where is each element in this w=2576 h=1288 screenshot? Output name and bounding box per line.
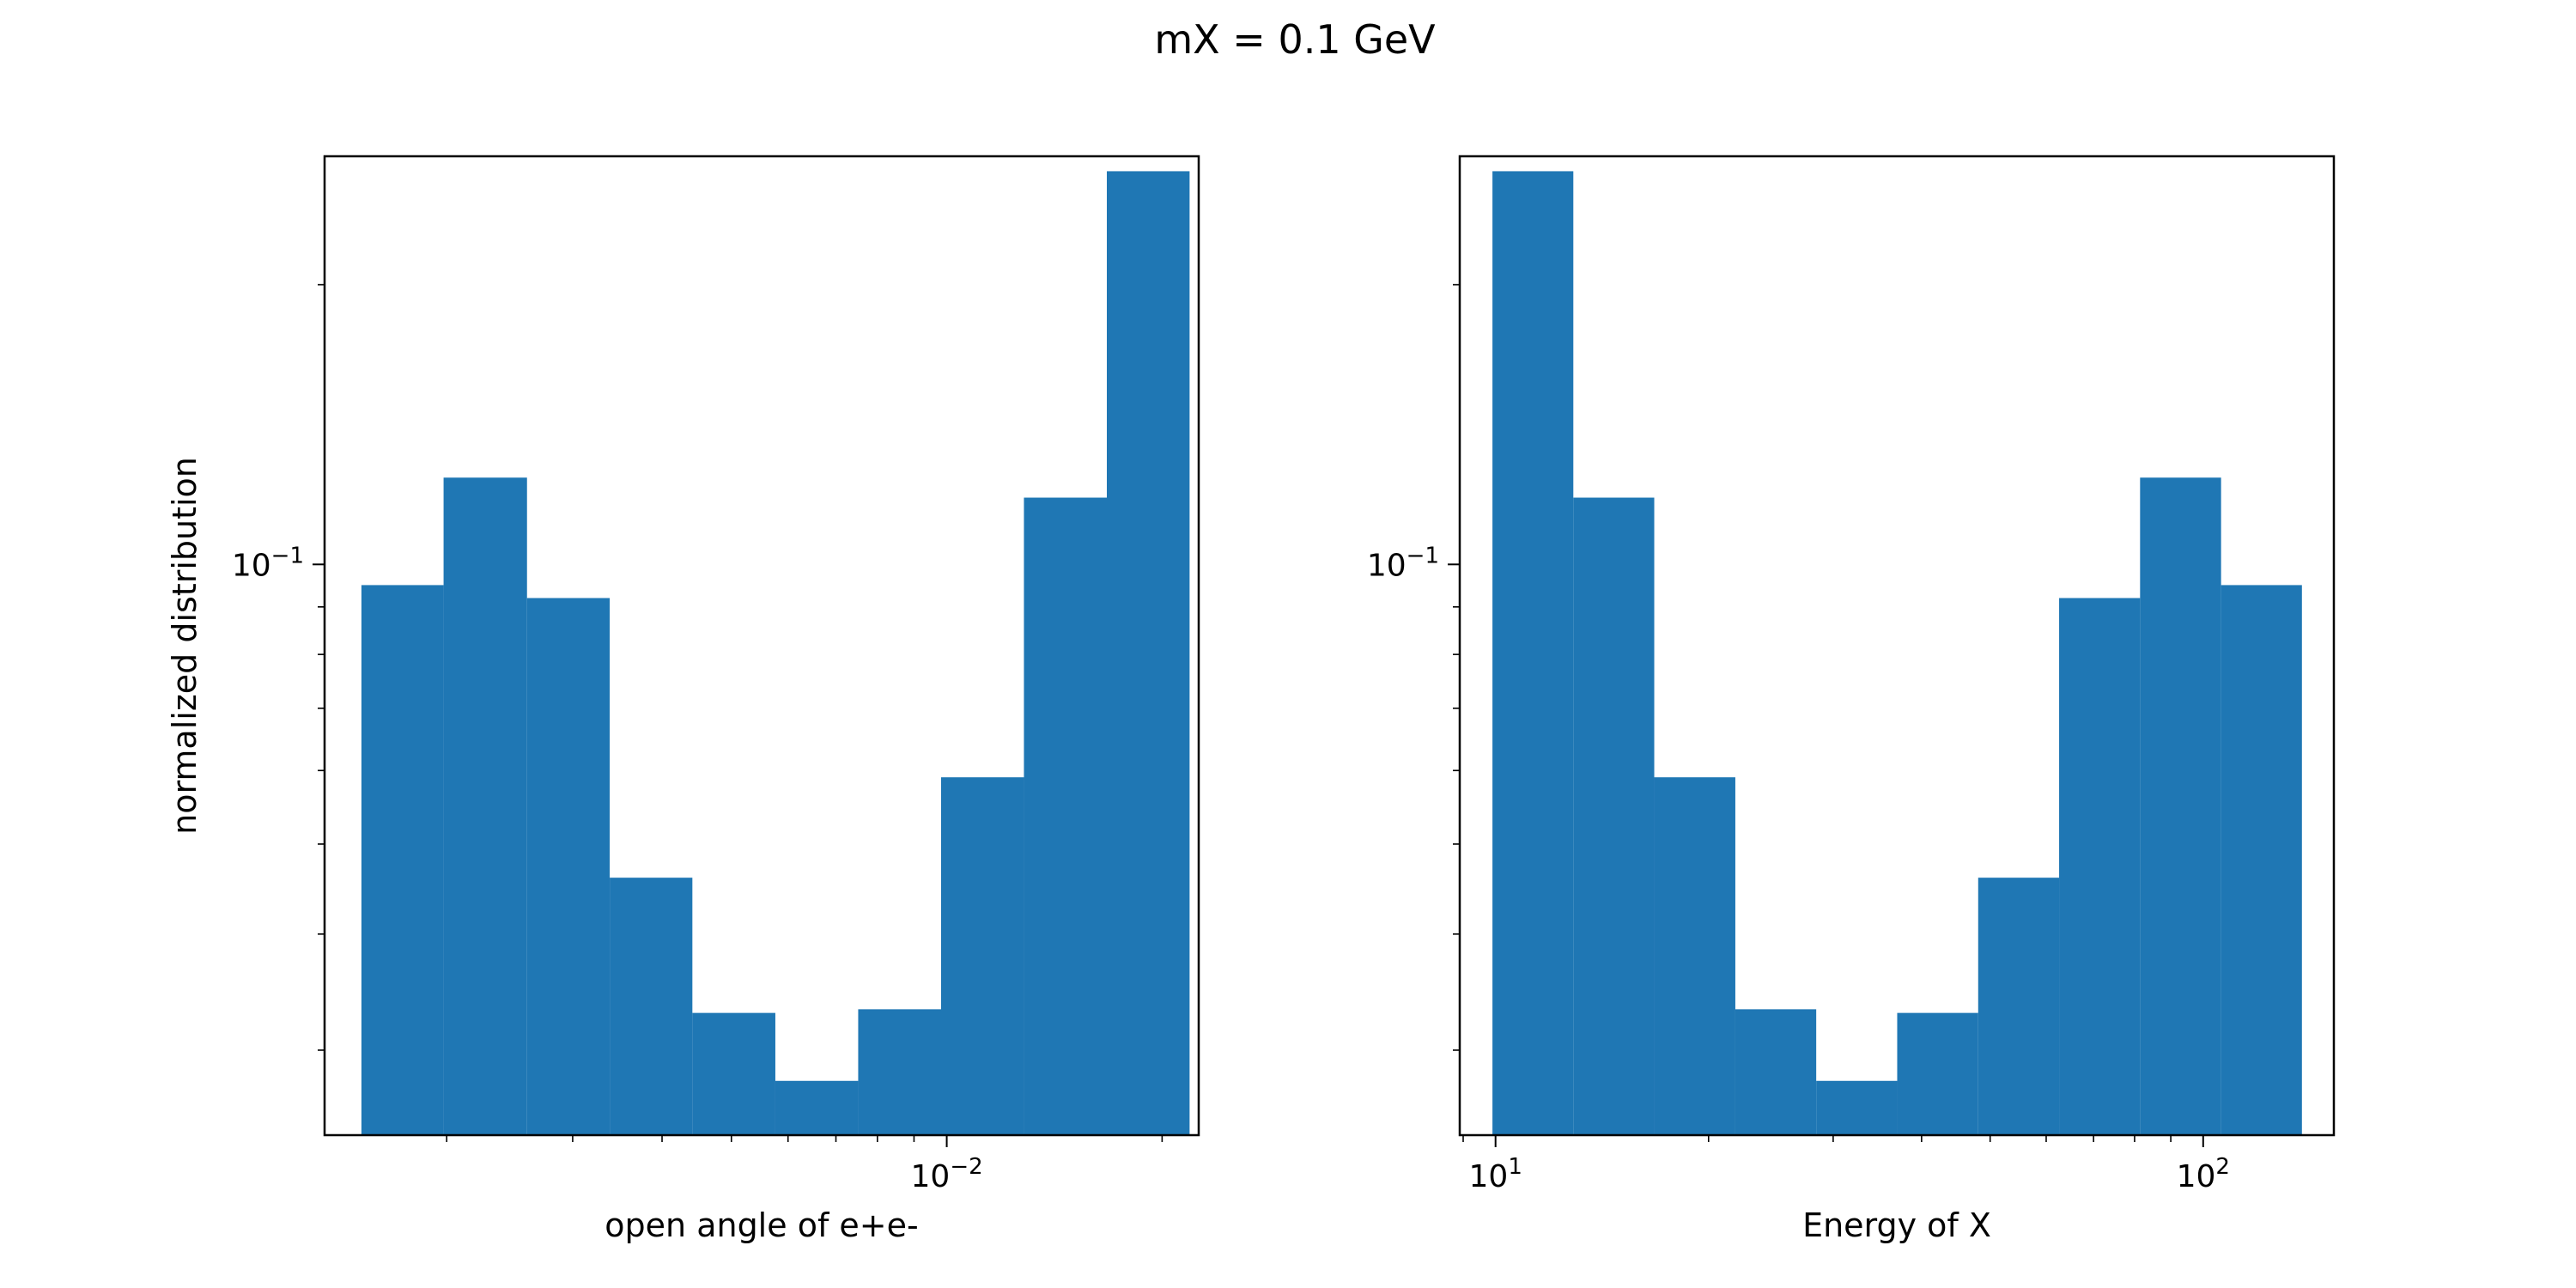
left-histogram-bar-4 xyxy=(610,878,693,1135)
left-y-tick-labels: 10−1 xyxy=(232,543,304,583)
right-histogram-bar-2 xyxy=(1573,497,1655,1135)
left-histogram-bar-8 xyxy=(941,777,1024,1135)
left-y-axis-label: normalized distribution xyxy=(166,457,204,835)
left-subplot: 10−2 10−1 open angle of e+e- normalized … xyxy=(166,155,1200,1244)
left-axes-frame xyxy=(323,155,1200,1137)
left-bars xyxy=(361,171,1190,1135)
left-major-ticks xyxy=(313,563,948,1147)
left-histogram-bar-6 xyxy=(775,1080,859,1135)
right-histogram-bar-5 xyxy=(1816,1080,1898,1135)
figure-title: mX = 0.1 GeV xyxy=(1154,16,1436,63)
right-subplot: 101 102 10−1 Energy of X xyxy=(1367,155,2336,1244)
left-x-tick-labels: 10−2 xyxy=(911,1154,983,1194)
right-histogram-bar-8 xyxy=(2059,598,2141,1135)
right-x-axis-label: Energy of X xyxy=(1802,1206,1991,1244)
left-histogram-bar-2 xyxy=(443,477,527,1135)
left-histogram-bar-3 xyxy=(526,598,611,1135)
left-y-tick-label-1: 10−1 xyxy=(232,543,304,583)
right-histogram-bar-3 xyxy=(1654,777,1735,1135)
right-axes-frame xyxy=(1458,155,2336,1137)
left-x-tick-label-1: 10−2 xyxy=(911,1154,983,1194)
right-x-tick-label-2: 102 xyxy=(2177,1154,2230,1194)
left-histogram-bar-9 xyxy=(1024,497,1107,1135)
right-histogram-bar-1 xyxy=(1492,171,1574,1135)
right-y-tick-label-1: 10−1 xyxy=(1367,543,1439,583)
right-histogram-bar-10 xyxy=(2221,585,2302,1135)
left-histogram-bar-7 xyxy=(858,1009,942,1135)
right-histogram-bar-9 xyxy=(2140,477,2221,1135)
right-histogram-bar-7 xyxy=(1978,878,2060,1135)
right-histogram-bar-6 xyxy=(1897,1012,1978,1135)
right-major-ticks xyxy=(1448,563,2204,1147)
left-x-axis-label: open angle of e+e- xyxy=(605,1206,918,1244)
right-bars xyxy=(1492,171,2302,1135)
right-x-tick-labels: 101 102 xyxy=(1469,1154,2230,1194)
left-histogram-bar-10 xyxy=(1106,171,1190,1135)
right-minor-ticks xyxy=(1453,283,2172,1142)
right-y-tick-labels: 10−1 xyxy=(1367,543,1439,583)
left-minor-ticks xyxy=(318,283,1163,1142)
left-histogram-bar-5 xyxy=(692,1012,775,1135)
right-histogram-bar-4 xyxy=(1735,1009,1817,1135)
right-x-tick-label-1: 101 xyxy=(1469,1154,1522,1194)
left-histogram-bar-1 xyxy=(361,585,444,1135)
